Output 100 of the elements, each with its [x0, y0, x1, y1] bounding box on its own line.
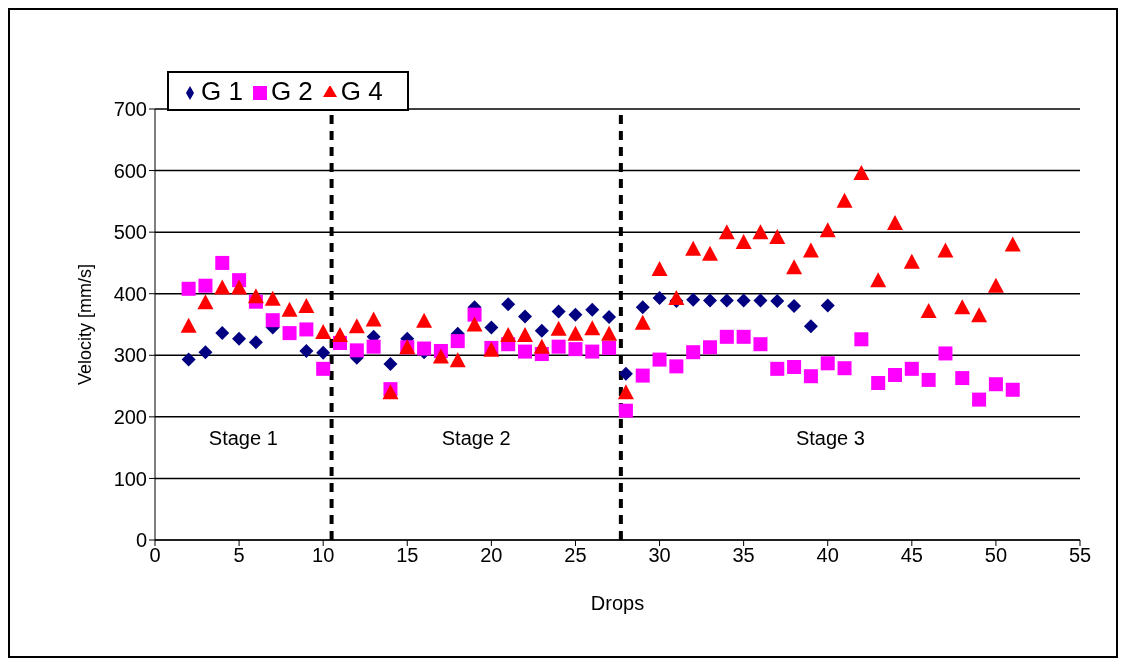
point [534, 323, 549, 338]
point [601, 325, 618, 341]
point [299, 322, 314, 337]
point [299, 343, 314, 358]
point [871, 375, 886, 390]
point [517, 326, 533, 342]
legend-label: G 1 [201, 76, 243, 106]
y-tick-label: 300 [113, 344, 147, 367]
point [467, 307, 482, 322]
point [887, 214, 903, 230]
point [349, 343, 364, 358]
point [281, 301, 298, 317]
point [450, 334, 465, 349]
point [585, 344, 600, 359]
point [921, 372, 936, 387]
point [938, 346, 953, 361]
point [769, 229, 786, 245]
point [315, 323, 332, 339]
x-tick-label: 10 [312, 544, 335, 567]
point [248, 335, 263, 350]
point [786, 259, 803, 275]
point [920, 302, 937, 318]
point [180, 317, 197, 333]
x-tick-label: 15 [396, 544, 419, 567]
point [718, 224, 735, 240]
point [634, 314, 651, 330]
point [703, 293, 717, 308]
point [231, 279, 248, 295]
point [214, 279, 231, 295]
point [954, 299, 971, 315]
legend-label: G 2 [270, 76, 313, 106]
point [484, 320, 499, 335]
point [971, 307, 988, 323]
point [215, 326, 230, 341]
x-tick-label: 40 [816, 544, 839, 567]
point [853, 165, 870, 181]
y-tick-label: 600 [113, 159, 147, 182]
point [635, 368, 650, 383]
point [635, 300, 650, 315]
point [686, 345, 701, 360]
point [298, 298, 315, 314]
point [719, 329, 734, 344]
point [551, 304, 566, 319]
x-tick-label: 45 [900, 544, 923, 567]
y-axis-title: Velocity [mm/s] [75, 263, 96, 386]
point [501, 297, 516, 312]
point [500, 326, 517, 342]
point [518, 344, 532, 359]
point [416, 312, 433, 328]
point [652, 352, 667, 367]
point [417, 341, 432, 356]
point [803, 319, 818, 334]
annotation: Stage 1 [208, 426, 278, 450]
x-tick-label: 25 [564, 544, 587, 567]
point [348, 318, 365, 334]
point [803, 369, 818, 384]
point [685, 240, 702, 256]
point [568, 342, 583, 357]
point [787, 299, 802, 314]
x-tick-label: 0 [149, 544, 161, 567]
point [719, 293, 734, 308]
y-tick-label: 200 [113, 405, 147, 428]
point [987, 277, 1004, 293]
point [198, 278, 213, 293]
point [585, 302, 600, 317]
point [904, 361, 919, 376]
point [819, 222, 836, 238]
x-tick-label: 55 [1068, 544, 1092, 567]
point [617, 384, 634, 400]
point [383, 356, 398, 371]
point [449, 352, 466, 368]
point [602, 310, 617, 325]
x-tick-label: 30 [648, 544, 671, 567]
point [584, 320, 601, 336]
point [618, 366, 633, 381]
point [651, 261, 668, 277]
point [703, 340, 717, 355]
point [1004, 236, 1021, 252]
point [652, 291, 667, 306]
x-tick-label: 5 [233, 544, 245, 567]
point [316, 361, 331, 376]
point [937, 242, 954, 258]
point [533, 338, 550, 354]
point [820, 356, 835, 371]
point [972, 392, 987, 407]
y-tick-label: 0 [135, 529, 147, 552]
point [837, 361, 852, 376]
point [316, 345, 331, 360]
point [181, 352, 196, 367]
point [820, 298, 835, 313]
point [753, 337, 768, 352]
point [669, 359, 684, 374]
x-tick-label: 20 [480, 544, 503, 567]
point [264, 290, 281, 306]
point [787, 359, 802, 374]
point [332, 326, 348, 342]
point [366, 339, 381, 354]
y-tick-label: 700 [113, 98, 147, 121]
point [282, 326, 297, 341]
point [181, 281, 196, 296]
